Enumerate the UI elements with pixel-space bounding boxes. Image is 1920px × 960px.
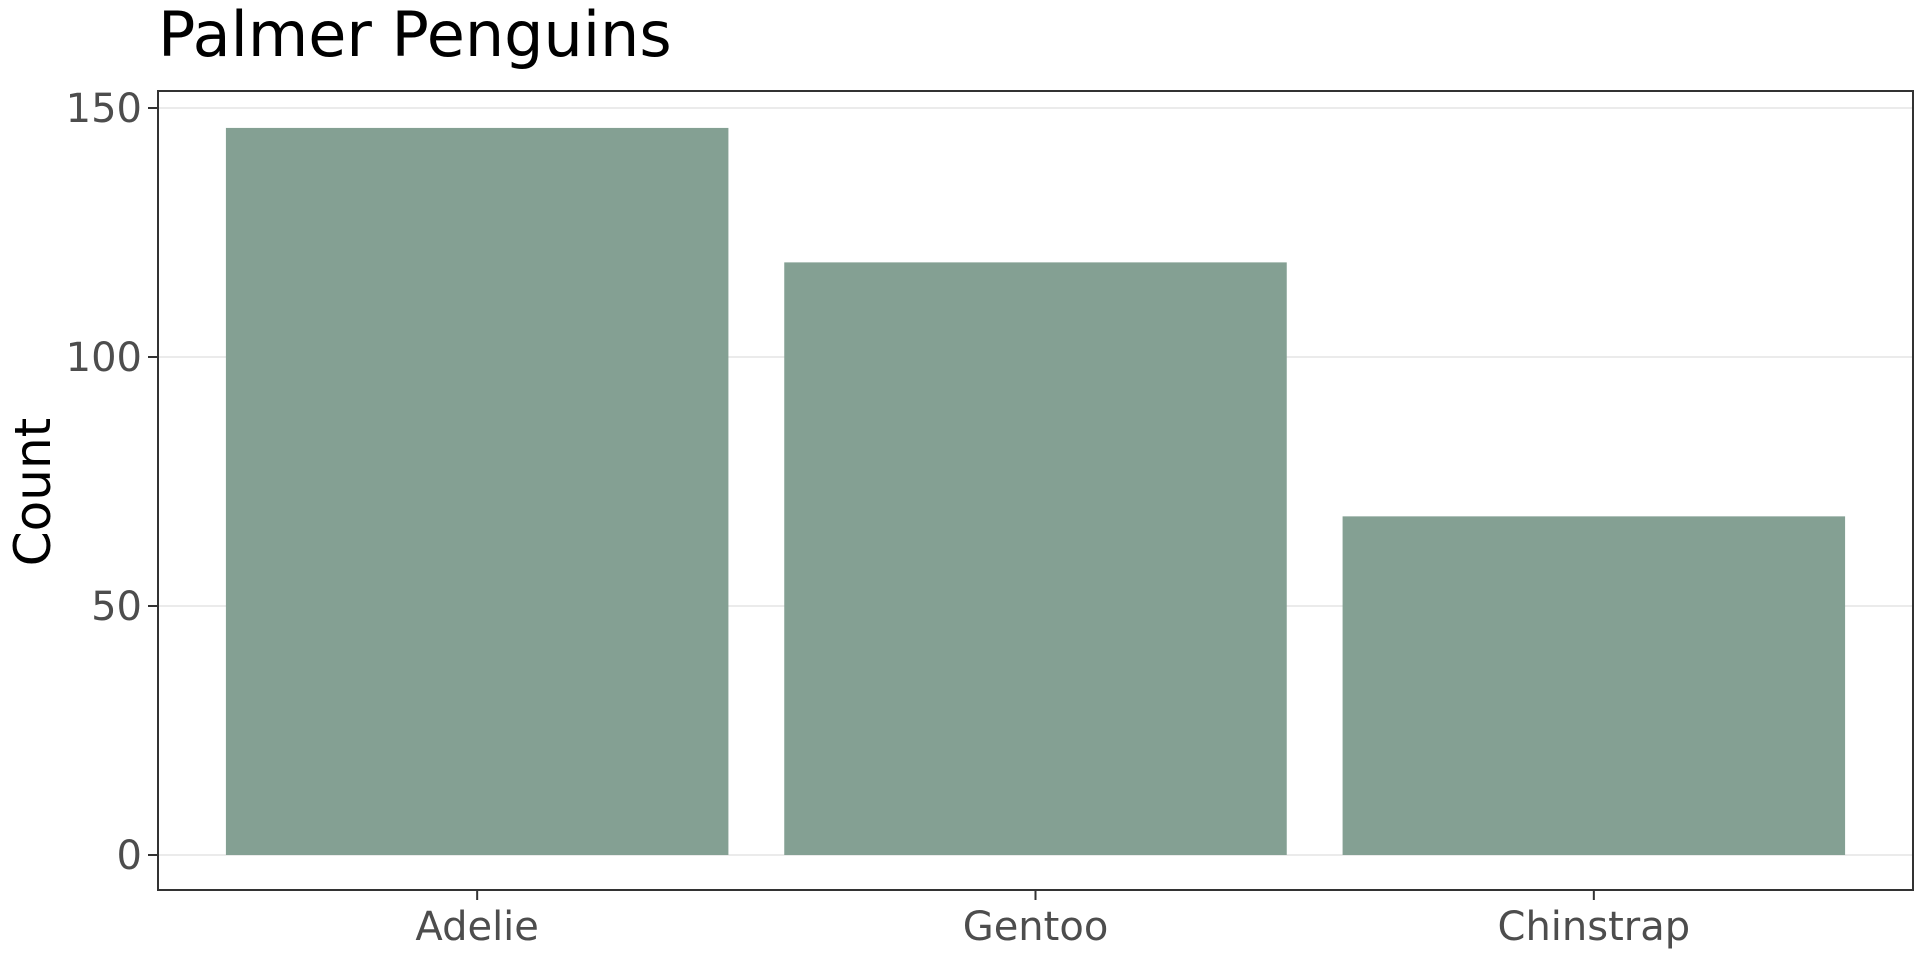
x-tick-label: Adelie (415, 904, 539, 950)
y-tick-label: 0 (117, 833, 142, 879)
bar-gentoo (784, 262, 1287, 855)
y-tick-label: 100 (66, 335, 142, 381)
y-tick-label: 50 (91, 584, 142, 630)
bar-adelie (225, 127, 729, 856)
x-axis-ticks: Adelie Gentoo Chinstrap (415, 890, 1690, 950)
y-axis-title: Count (4, 418, 62, 567)
y-tick-label: 150 (66, 86, 142, 132)
panel-border (157, 90, 1914, 891)
x-tick-label: Chinstrap (1498, 904, 1691, 950)
chart-title: Palmer Penguins (158, 0, 672, 71)
x-tick-label: Gentoo (963, 904, 1109, 950)
y-axis-ticks: 0 50 100 150 (66, 86, 158, 879)
bars-layer (225, 127, 1846, 856)
bar-chinstrap (1342, 516, 1846, 855)
